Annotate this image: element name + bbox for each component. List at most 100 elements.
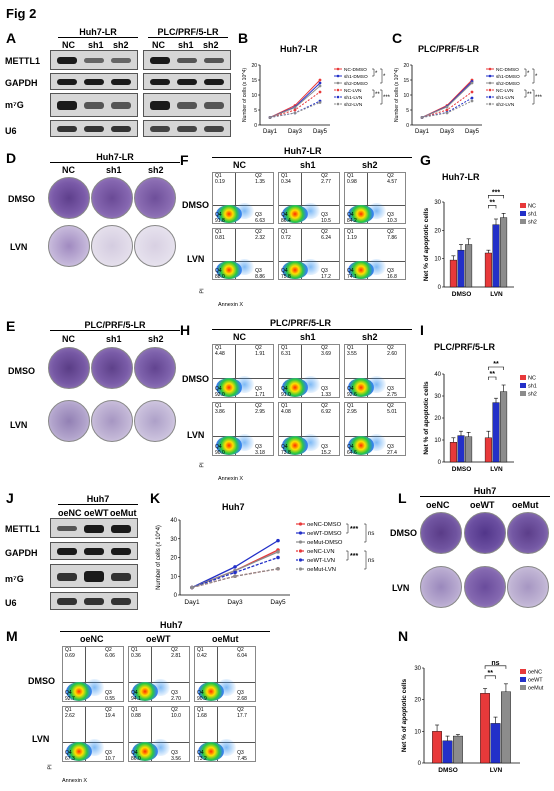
panel-d-row1: DMSO [8, 194, 35, 204]
flow-h-plot-2-q1-label: Q1 6.31 [281, 345, 291, 357]
flow-h-plot-2-q2-label: Q2 3.69 [321, 345, 331, 357]
legend-label: sh2-DMSO [344, 81, 368, 87]
legend-marker [488, 102, 492, 106]
sig-label: *** [350, 553, 358, 560]
panel-m-col2: oeWT [146, 634, 171, 644]
data-point [318, 101, 322, 104]
y-tick-label: 20 [434, 228, 441, 234]
chart-k: 0 10 20 30 40 Day1 Day3 Day5 Number of cells (x … [156, 518, 374, 606]
panel-h-title: PLC/PRF/5-LR [270, 318, 332, 328]
flow-m-plot-1-q4-label: Q4 92.7 [65, 690, 75, 702]
panel-l-label: L [398, 490, 407, 506]
y-tick-label: 0 [418, 761, 422, 767]
panel-a-lane3: sh2 [113, 40, 129, 50]
legend-label: oeNC-LVN [307, 549, 335, 555]
y-tick-label: 30 [414, 666, 421, 672]
panel-h-label: H [180, 322, 191, 338]
flow-m-plot-1-q3-label: Q3 0.55 [105, 690, 115, 702]
panel-a-lane6: sh2 [203, 40, 219, 50]
panel-d-col3: sh2 [148, 165, 164, 175]
legend-label: oeNC-DMSO [307, 522, 342, 528]
panel-a-row-gapdh: GAPDH [5, 78, 38, 88]
legend-marker [336, 95, 340, 99]
sig-bracket [364, 523, 367, 543]
sig-label: * [535, 74, 538, 80]
legend-marker [336, 102, 340, 106]
sig-label: ** [489, 199, 495, 206]
panel-l-row2: LVN [392, 583, 410, 593]
flow-h-plot-4-q2-label: Q2 2.95 [255, 403, 265, 415]
panel-h-ylabel: PI [199, 462, 206, 468]
panel-n-label: N [398, 628, 409, 644]
flow-h-plot-3-q2-label: Q2 2.60 [387, 345, 397, 357]
blot-j-mettl1 [50, 518, 138, 538]
bar-oeMut-DMSO [453, 735, 463, 764]
panel-a-group1: Huh7-LR [58, 27, 138, 38]
legend-label: sh1-LVN [344, 95, 363, 101]
x-tick-label: Day1 [184, 599, 200, 606]
panel-a-lane4: NC [152, 40, 165, 50]
panel-f-xlabel: Annexin X [218, 302, 244, 308]
panel-j-row-u6: U6 [5, 598, 17, 608]
y-axis-label: Net % of apoptotic cells [423, 207, 430, 281]
flow-m-plot-2: Q1 0.36 Q2 2.81 Q4 94.1 Q3 2.70 [128, 646, 190, 702]
flow-m-plot-3-q1-label: Q1 0.42 [197, 647, 207, 659]
panel-e-row2: LVN [10, 420, 28, 430]
flow-m-plot-2-q4-label: Q4 94.1 [131, 690, 141, 702]
y-tick-label: 15 [251, 78, 257, 84]
flow-m-plot-2-q3-label: Q3 2.70 [171, 690, 181, 702]
sig-bracket [380, 68, 383, 84]
panel-l-row1: DMSO [390, 528, 417, 538]
panel-a-row-m7g: m⁷G [5, 100, 24, 110]
data-point [445, 105, 449, 109]
y-tick-label: 0 [406, 123, 409, 129]
chart-b: 0 5 10 15 20 Day1 Day3 Day5 Number of cells (x 1… [242, 63, 390, 135]
panel-h-row1: DMSO [182, 374, 209, 384]
sig-bracket [488, 195, 504, 199]
legend-marker [488, 67, 492, 71]
blot-a2-u6 [143, 120, 231, 137]
panel-h-col1: NC [233, 332, 246, 342]
y-tick-label: 0 [174, 593, 178, 599]
flow-m-plot-1-q2-label: Q2 6.06 [105, 647, 115, 659]
flow-h-plot-1: Q1 4.48 Q2 1.91 Q4 92.0 Q3 1.71 [212, 344, 274, 398]
dish-l-dmso-oewt [464, 512, 506, 554]
panel-f-col1: NC [233, 160, 246, 170]
sig-bracket [346, 550, 349, 561]
legend-label: oeMut [528, 686, 544, 692]
legend-label: NC [528, 204, 536, 210]
sig-bracket [380, 89, 383, 105]
legend-label: oeMut-LVN [307, 567, 336, 573]
flow-m-plot-6-q2-label: Q2 17.7 [237, 707, 247, 719]
legend-label: sh2 [528, 220, 537, 226]
panel-a-row-mettl1: METTL1 [5, 56, 40, 66]
sig-bracket [488, 366, 504, 370]
sig-label: *** [492, 189, 500, 196]
flow-f-plot-2-q2-label: Q2 2.77 [321, 173, 331, 185]
bar-sh2-DMSO [465, 436, 473, 463]
dish-d-dmso-nc [48, 177, 90, 219]
bar-sh2-LVN [500, 391, 508, 463]
data-point [233, 565, 237, 569]
flow-m-plot-5-q3-label: Q3 3.56 [171, 750, 181, 762]
flow-h-plot-2-q4-label: Q4 91.0 [281, 386, 291, 398]
blot-a2-m7g [143, 93, 231, 117]
dish-e-lvn-nc [48, 400, 90, 442]
bar-NC-LVN [484, 437, 492, 463]
sig-label: ns [368, 558, 374, 564]
legend-marker [336, 74, 340, 78]
x-tick-label: Day3 [440, 129, 455, 135]
y-tick-label: 40 [434, 372, 441, 378]
chart-c: 0 5 10 15 20 Day1 Day3 Day5 Number of cells (x 1… [394, 63, 543, 135]
panel-j-lane1: oeNC [58, 508, 82, 518]
panel-d-row2: LVN [10, 242, 28, 252]
sig-bracket [484, 665, 507, 669]
bar-sh1-DMSO [457, 249, 465, 288]
flow-f-plot-3-q2-label: Q2 4.57 [387, 173, 397, 185]
flow-f-plot-6-q4-label: Q4 74.1 [347, 268, 357, 280]
chart-n: 0 10 20 30 Net % of apoptotic cells DMSO LVN oe… [401, 660, 544, 774]
flow-f-plot-5-q4-label: Q4 75.8 [281, 268, 291, 280]
bar-sh1-LVN [492, 224, 500, 288]
dish-l-dmso-oenc [420, 512, 462, 554]
panel-f-title: Huh7-LR [284, 146, 322, 156]
